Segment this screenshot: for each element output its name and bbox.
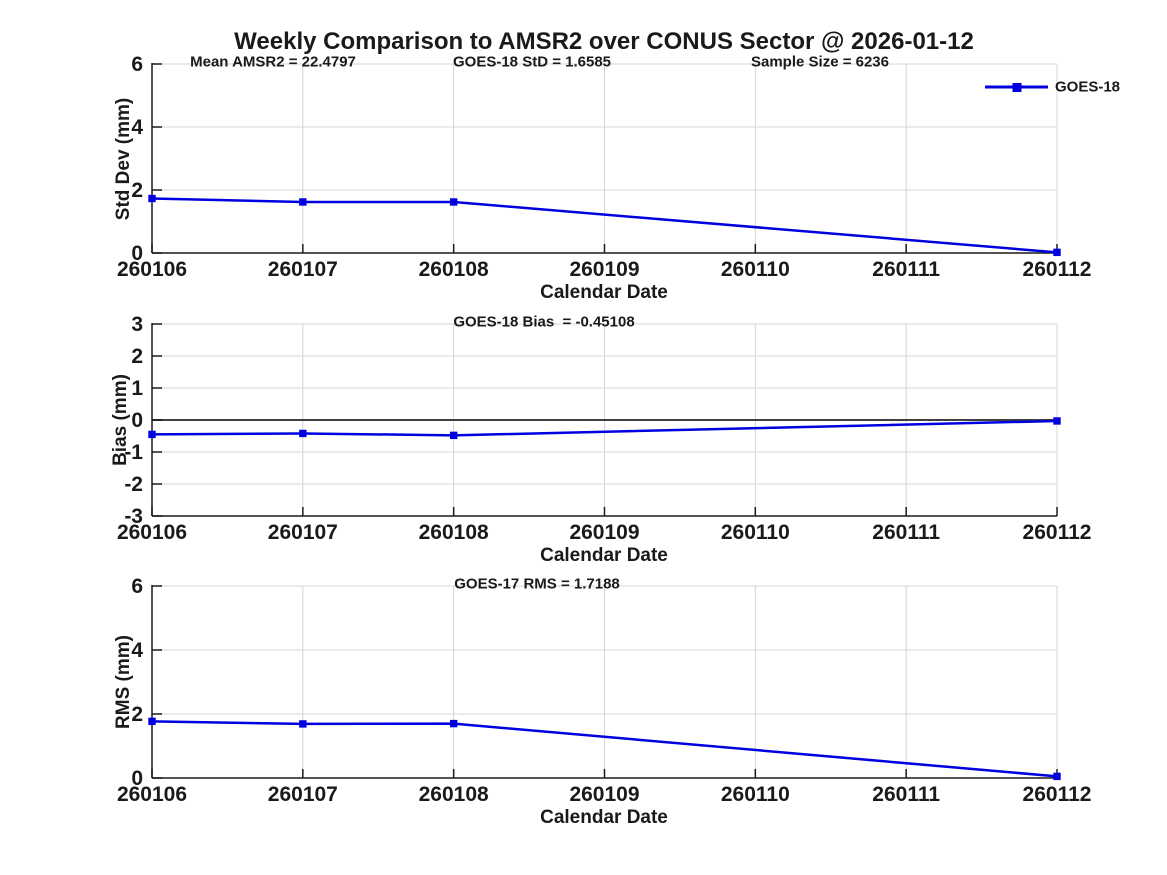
annotation-goes17-rms: GOES-17 RMS = 1.7188 [454, 575, 620, 593]
y-tick-label: 4 [131, 639, 143, 662]
x-tick-label: 260107 [268, 521, 338, 544]
y-tick-label: 3 [131, 313, 143, 336]
y-tick-label: 4 [131, 116, 143, 139]
data-point-marker [1053, 248, 1061, 257]
x-tick-label: 260108 [419, 258, 489, 281]
y-tick-label: 6 [131, 575, 143, 598]
data-point-marker [449, 431, 458, 440]
x-axis-label-panel1: Calendar Date [540, 282, 668, 303]
data-point-marker [449, 719, 458, 728]
x-tick-label: 260111 [872, 783, 940, 806]
y-tick-label: 1 [131, 377, 143, 400]
y-tick-label: -1 [124, 441, 143, 464]
x-tick-label: 260111 [872, 521, 940, 544]
x-tick-label: 260112 [1023, 521, 1092, 544]
x-tick-label: 260107 [268, 783, 338, 806]
y-tick-label: 0 [131, 767, 143, 790]
x-tick-label: 260109 [569, 258, 639, 281]
y-axis-label-std-dev: Std Dev (mm) [113, 97, 134, 221]
annotation-sample-size: Sample Size = 6236 [750, 53, 890, 71]
legend-square-marker-icon [1012, 82, 1021, 92]
y-tick-label: 2 [131, 703, 143, 726]
x-axis-label-panel2: Calendar Date [540, 545, 668, 566]
legend-label: GOES-18 [1055, 78, 1121, 96]
data-line [151, 197, 1058, 254]
y-tick-label: 2 [131, 179, 143, 202]
data-point-marker [1053, 417, 1061, 425]
data-point-marker [148, 430, 156, 439]
y-tick-label: -2 [124, 473, 143, 496]
x-tick-label: 260111 [872, 258, 940, 281]
y-tick-label: -3 [124, 505, 143, 528]
data-point-marker [299, 429, 307, 438]
data-point-marker [299, 720, 307, 728]
legend-line-sample [985, 82, 1048, 92]
x-tick-label: 260112 [1023, 258, 1092, 281]
y-tick-label: 0 [131, 409, 143, 432]
annotation-mean-amsr2: Mean AMSR2 = 22.4797 [190, 53, 356, 71]
x-tick-label: 260108 [419, 521, 489, 544]
data-point-marker [449, 198, 458, 206]
data-point-marker [148, 194, 156, 203]
data-point-marker [299, 198, 307, 206]
legend: GOES-18 [985, 79, 1120, 96]
y-tick-label: 6 [131, 53, 143, 76]
x-tick-label: 260112 [1023, 783, 1092, 806]
y-axis-label-bias: Bias (mm) [110, 374, 131, 466]
y-tick-label: 2 [131, 345, 143, 368]
annotation-goes18-bias: GOES-18 Bias = -0.45108 [453, 313, 635, 331]
x-tick-label: 260106 [117, 258, 187, 281]
x-tick-label: 260110 [721, 258, 790, 281]
x-tick-label: 260107 [268, 258, 338, 281]
data-point-marker [1053, 772, 1061, 781]
annotation-goes18-std: GOES-18 StD = 1.6585 [453, 53, 611, 71]
x-axis-label-panel3: Calendar Date [540, 807, 668, 828]
x-tick-label: 260106 [117, 521, 187, 544]
x-tick-label: 260110 [721, 783, 790, 806]
y-tick-label: 0 [131, 242, 143, 265]
data-line [151, 419, 1058, 437]
x-tick-label: 260109 [569, 783, 639, 806]
x-tick-label: 260108 [419, 783, 489, 806]
figure-title: Weekly Comparison to AMSR2 over CONUS Se… [234, 28, 974, 55]
x-tick-label: 260109 [569, 521, 639, 544]
y-axis-label-rms: RMS (mm) [113, 635, 134, 729]
data-point-marker [148, 717, 156, 726]
x-tick-label: 260110 [721, 521, 790, 544]
x-tick-label: 260106 [117, 783, 187, 806]
data-line [151, 720, 1058, 778]
